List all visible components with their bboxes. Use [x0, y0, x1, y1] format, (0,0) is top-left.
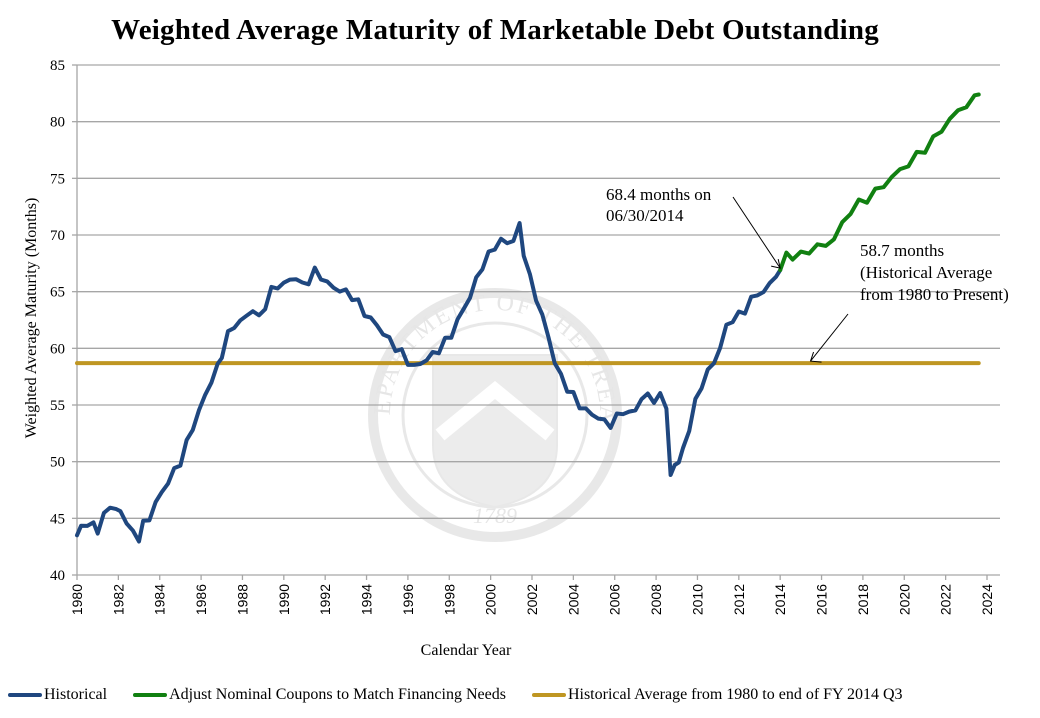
y-tick-label: 55: [50, 398, 65, 414]
legend-label: Adjust Nominal Coupons to Match Financin…: [169, 686, 506, 703]
legend-swatch: [133, 693, 168, 697]
x-tick-label: 1994: [359, 584, 375, 615]
arrow-head: [809, 351, 822, 363]
x-tick-label: 1984: [152, 584, 168, 615]
seal-chevron: [435, 380, 555, 441]
annotation-historical-average: 58.7 months (Historical Average from 1980 …: [860, 241, 1009, 304]
y-tick-label: 60: [50, 341, 65, 357]
x-tick-label: 1998: [441, 584, 457, 615]
y-tick-labels: 40 45 50 55 60 65 70 75 80 85: [50, 58, 65, 584]
annotation-arrow-current: [732, 196, 781, 269]
x-tick-label: 2014: [772, 584, 788, 615]
legend-label: Historical: [44, 686, 108, 703]
seal-inner-ring: [401, 321, 589, 509]
y-tick-label: 45: [50, 511, 65, 527]
annotation-line: (Historical Average: [860, 263, 992, 282]
gridlines: [72, 64, 1000, 576]
x-tick-label: 2008: [648, 584, 664, 615]
annotation-current-wam: 68.4 months on 06/30/2014: [606, 185, 712, 225]
x-tick-labels: 1980 1982 1984 1986 1988 1990 1992 1994 1996 1998…: [69, 584, 995, 615]
legend-swatch: [8, 693, 42, 697]
axes: [76, 65, 1000, 580]
x-tick-label: 1988: [234, 584, 250, 615]
x-tick-label: 2024: [979, 584, 995, 615]
legend-item-historical-average: Historical Average from 1980 to end of F…: [531, 686, 903, 704]
annotation-line: 68.4 months on: [606, 185, 712, 204]
y-tick-label: 85: [50, 58, 65, 74]
y-tick-label: 80: [50, 115, 65, 131]
annotation-line: 58.7 months: [860, 241, 944, 260]
x-axis-label: Calendar Year: [421, 642, 512, 659]
legend: Historical Adjust Nominal Coupons to Mat…: [8, 686, 929, 704]
x-tick-label: 2018: [855, 584, 871, 615]
x-tick-label: 1992: [317, 584, 333, 615]
x-tick-label: 1990: [276, 584, 292, 615]
x-tick-label: 2002: [524, 584, 540, 615]
series-layer: [75, 92, 981, 544]
y-tick-label: 75: [50, 171, 65, 187]
x-tick-label: 1980: [69, 584, 85, 615]
x-tick-label: 2006: [607, 584, 623, 615]
annotation-line: from 1980 to Present): [860, 285, 1009, 304]
x-tick-label: 2000: [483, 584, 499, 615]
x-tick-label: 1986: [193, 584, 209, 615]
x-tick-label: 1996: [400, 584, 416, 615]
x-tick-label: 2010: [689, 584, 705, 615]
annotation-line: 06/30/2014: [606, 206, 684, 225]
y-tick-label: 40: [50, 568, 65, 584]
chart-title: Weighted Average Maturity of Marketable …: [111, 14, 879, 46]
x-tick-label: 1982: [110, 584, 126, 615]
x-tick-label: 2020: [896, 584, 912, 615]
y-axis-label: Weighted Average Maturity (Months): [23, 198, 40, 439]
annotation-arrow-average: [810, 313, 849, 362]
x-tick-label: 2004: [565, 584, 581, 615]
arrow-head: [771, 259, 781, 269]
series-adjust-coupons-line: [778, 92, 981, 273]
y-tick-label: 65: [50, 285, 65, 301]
x-tick-label: 2012: [731, 584, 747, 615]
annotations: 68.4 months on 06/30/2014 58.7 months (Hist…: [606, 185, 1009, 363]
legend-item-adjust-coupons: Adjust Nominal Coupons to Match Financin…: [133, 686, 506, 704]
seal-shield: [432, 354, 558, 509]
x-tick-label: 2016: [814, 584, 830, 615]
y-tick-label: 70: [50, 228, 65, 244]
x-tick-label: 2022: [938, 584, 954, 615]
y-tick-label: 50: [50, 455, 65, 471]
legend-label: Historical Average from 1980 to end of F…: [567, 686, 903, 703]
series-historical-line: [75, 221, 783, 544]
legend-item-historical: Historical: [8, 686, 107, 704]
seal-year: 1789: [473, 503, 517, 528]
legend-swatch: [531, 693, 566, 697]
